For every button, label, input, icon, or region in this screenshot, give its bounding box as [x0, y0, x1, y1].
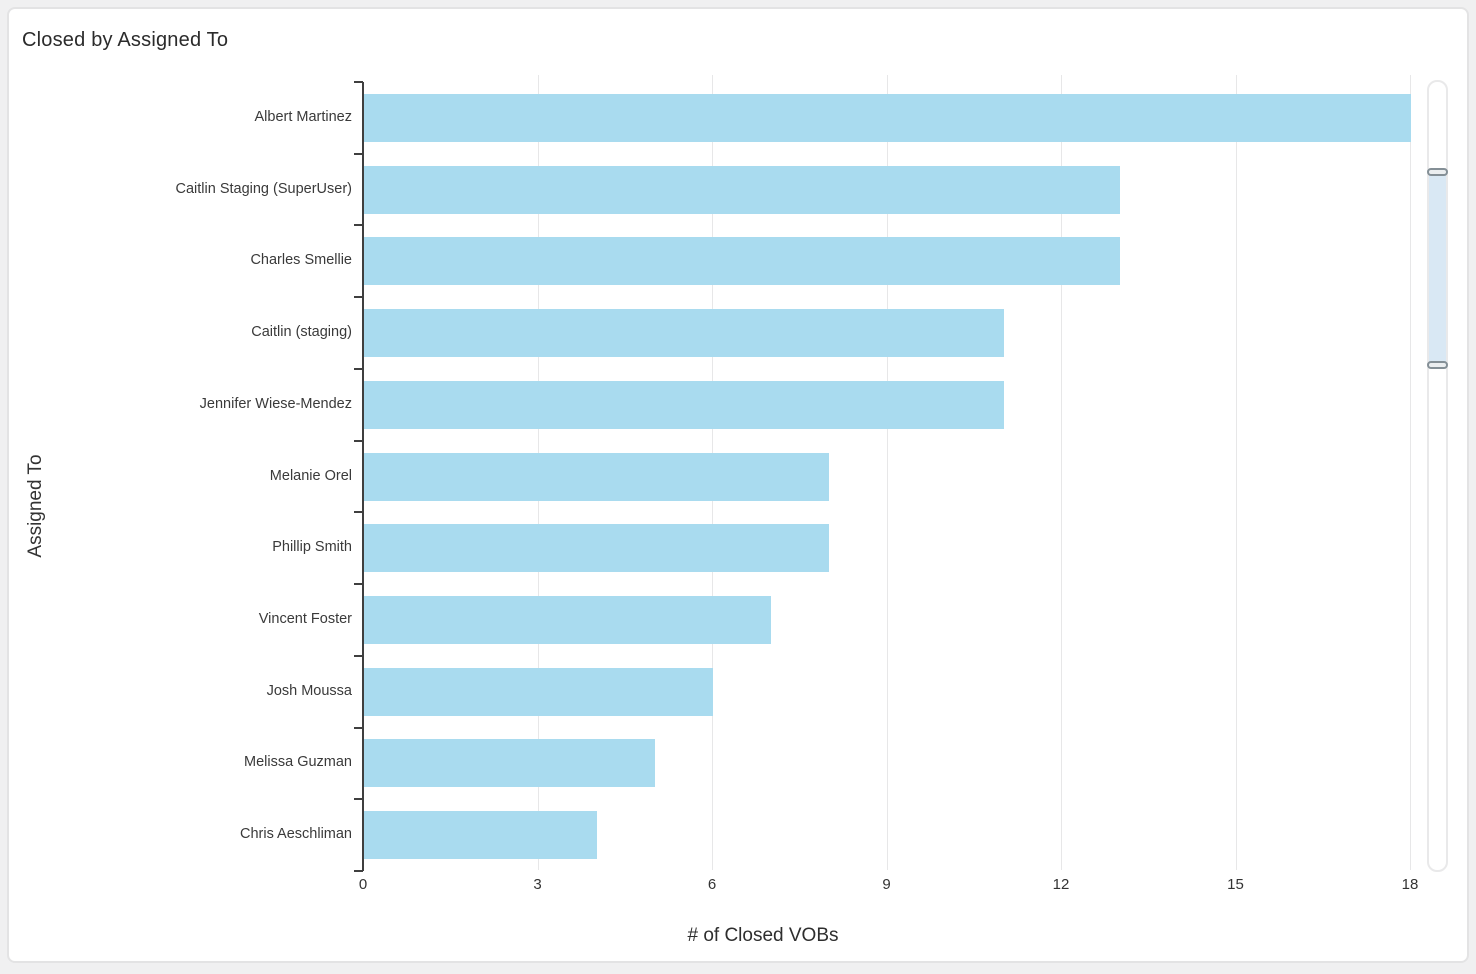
x-tick-label: 6 [707, 876, 717, 893]
axis-tick [354, 798, 363, 801]
gridline [1235, 75, 1237, 870]
chart-zoom-scrollbar[interactable] [1427, 80, 1448, 872]
category-label: Vincent Foster [258, 610, 352, 627]
x-tick-label: 3 [533, 876, 542, 893]
x-tick-label: 9 [882, 876, 891, 893]
x-tick-label: 18 [1401, 876, 1419, 893]
axis-tick [354, 726, 363, 729]
chart-title: Closed by Assigned To [22, 29, 229, 51]
scrollbar-handle-top[interactable] [1427, 168, 1448, 176]
bar[interactable] [364, 237, 1121, 286]
bar[interactable] [364, 811, 597, 860]
axis-tick [354, 583, 363, 586]
category-label: Phillip Smith [272, 539, 352, 556]
bar[interactable] [364, 595, 772, 644]
axis-tick [354, 511, 363, 514]
category-label: Melanie Orel [269, 467, 352, 484]
bar[interactable] [364, 165, 1121, 214]
bar[interactable] [364, 93, 1411, 142]
bar[interactable] [364, 380, 1004, 429]
category-label: Chris Aeschliman [239, 826, 352, 843]
axis-tick [354, 152, 363, 155]
x-axis-title: # of Closed VOBs [687, 925, 839, 946]
axis-tick [354, 367, 363, 370]
y-axis-line [362, 82, 364, 871]
gridline [1061, 75, 1062, 870]
x-tick-label: 12 [1052, 876, 1070, 893]
bar[interactable] [364, 667, 713, 716]
gridline [1410, 75, 1411, 870]
bar[interactable] [364, 309, 1004, 358]
axis-tick [354, 439, 363, 442]
category-label: Melissa Guzman [244, 754, 352, 771]
bar[interactable] [364, 739, 655, 788]
bar[interactable] [364, 452, 830, 501]
scrollbar-thumb[interactable] [1429, 172, 1446, 365]
axis-tick [354, 81, 363, 83]
category-label: Caitlin Staging (SuperUser) [175, 180, 353, 197]
category-label: Charles Smellie [250, 252, 352, 269]
bar[interactable] [364, 524, 830, 573]
category-label: Jennifer Wiese-Mendez [199, 395, 352, 412]
axis-tick [354, 224, 363, 227]
axis-tick [354, 870, 363, 872]
category-label: Albert Martinez [254, 108, 352, 125]
category-label: Josh Moussa [266, 682, 352, 699]
x-tick-label: 0 [358, 876, 368, 893]
x-tick-label: 15 [1227, 876, 1244, 893]
axis-tick [354, 296, 363, 299]
axis-tick [354, 654, 363, 657]
category-label: Caitlin (staging) [251, 324, 352, 341]
gridline [886, 75, 888, 870]
scrollbar-handle-bottom[interactable] [1427, 361, 1448, 369]
